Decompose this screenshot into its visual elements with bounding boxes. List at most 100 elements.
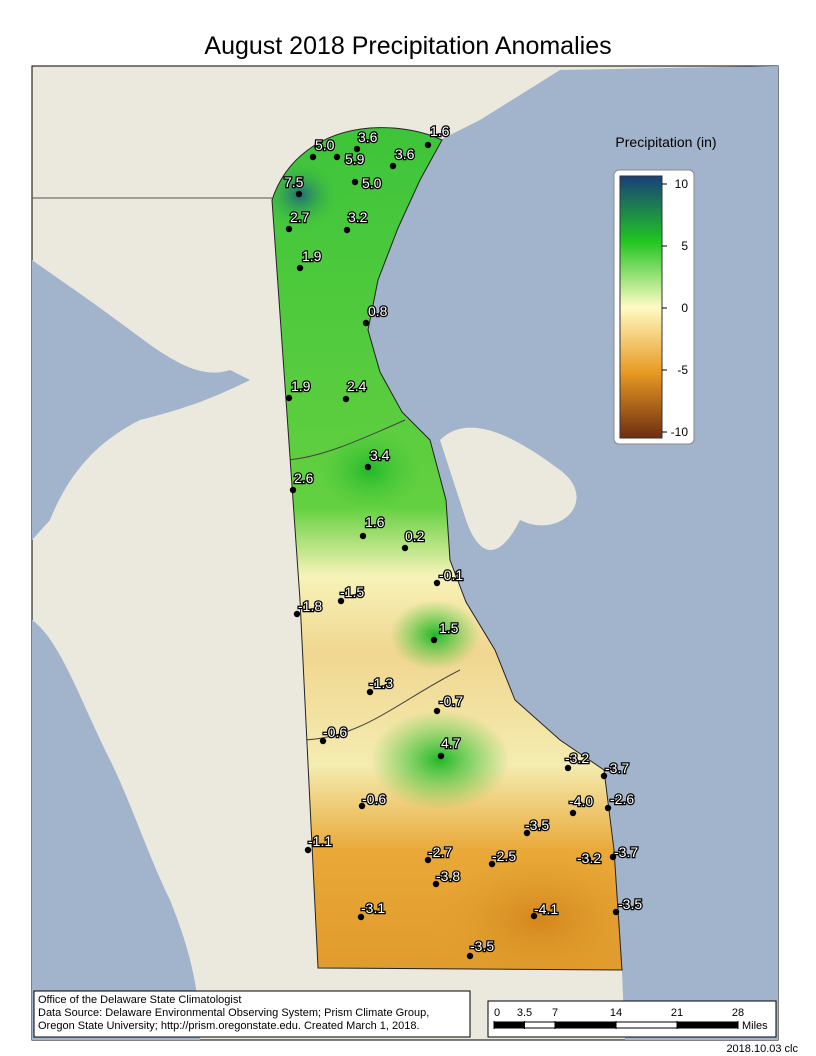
station-label: 3.2 <box>348 209 368 225</box>
scale-segment <box>676 1021 739 1029</box>
station-dot <box>430 636 438 644</box>
station-label: 0.2 <box>405 528 425 544</box>
credit-line: Office of the Delaware State Climatologi… <box>38 994 241 1006</box>
station-dot <box>604 804 612 812</box>
station-dot <box>564 764 572 772</box>
station-dot <box>304 846 312 854</box>
station-label: -0.7 <box>439 693 463 709</box>
station-label: 5.9 <box>345 151 365 167</box>
station-label: 5.0 <box>362 175 382 191</box>
station-label: 1.9 <box>291 378 311 394</box>
station-label: -3.5 <box>470 938 494 954</box>
station-dot <box>364 463 372 471</box>
credit-line: Oregon State University; http://prism.or… <box>38 1020 420 1032</box>
station-dot <box>424 141 432 149</box>
station-dot <box>433 579 441 587</box>
station-dot <box>433 707 441 715</box>
station-label: 1.5 <box>439 620 459 636</box>
station-dot <box>466 952 474 960</box>
station-label: -0.1 <box>439 567 463 583</box>
station-dot <box>389 162 397 170</box>
station-dot <box>488 860 496 868</box>
station-label: 1.9 <box>302 248 322 264</box>
scale-tick-label: 21 <box>671 1007 683 1019</box>
legend: Precipitation (in) 10 5 0 -5 -10 <box>613 134 717 445</box>
station-label: -2.6 <box>610 791 634 807</box>
station-dot <box>359 532 367 540</box>
credit-line: Data Source: Delaware Environmental Obse… <box>38 1007 429 1019</box>
station-label: 3.4 <box>370 447 390 463</box>
station-label: -1.3 <box>369 675 393 691</box>
station-dot <box>289 486 297 494</box>
station-dot <box>432 880 440 888</box>
scale-segment <box>554 1021 617 1029</box>
scale-tick-label: 28 <box>732 1007 744 1019</box>
stamp: 2018.10.03 clc <box>726 1043 798 1055</box>
station-dot <box>333 153 341 161</box>
station-label: -3.1 <box>361 900 385 916</box>
map-title: August 2018 Precipitation Anomalies <box>204 32 611 60</box>
station-dot <box>285 225 293 233</box>
scale-segment <box>615 1021 678 1029</box>
state-outline <box>271 127 623 971</box>
legend-tick-label: 10 <box>675 177 689 191</box>
station-dot <box>600 772 608 780</box>
station-label: 1.6 <box>365 514 385 530</box>
station-label: 2.6 <box>294 470 314 486</box>
station-dot <box>319 737 327 745</box>
station-label: -0.6 <box>323 724 347 740</box>
station-dot <box>401 544 409 552</box>
station-label: 4.7 <box>441 735 461 751</box>
scale-tick-label: 7 <box>552 1007 558 1019</box>
station-label: 1.6 <box>430 123 450 139</box>
station-dot <box>530 912 538 920</box>
station-dot <box>358 802 366 810</box>
station-dot <box>351 178 359 186</box>
station-dot <box>293 610 301 618</box>
station-dot <box>424 856 432 864</box>
station-label: -3.5 <box>618 896 642 912</box>
stations: 1.6 5.0 3.6 5.9 3.6 7.5 5.0 2.7 3.2 1.9 0.8 1.9 2.4 3… <box>283 122 644 960</box>
legend-tick-label: -5 <box>677 363 688 377</box>
station-label: -1.1 <box>308 833 332 849</box>
station-label: -1.8 <box>298 598 322 614</box>
station-dot <box>609 853 617 861</box>
scale-unit: Miles <box>742 1020 768 1032</box>
station-dot <box>353 145 361 153</box>
station-dot <box>362 319 370 327</box>
station-label: -3.5 <box>525 817 549 833</box>
station-label: -2.7 <box>428 844 452 860</box>
station-label: -3.2 <box>577 850 601 866</box>
station-dot <box>357 913 365 921</box>
station-label: 2.4 <box>347 378 367 394</box>
station-label: -3.7 <box>614 844 638 860</box>
station-label: 3.6 <box>395 146 415 162</box>
scale-segment <box>524 1021 556 1029</box>
scale-tick-label: 0 <box>494 1007 500 1019</box>
station-label: 0.8 <box>368 303 388 319</box>
station-label: -1.5 <box>340 584 364 600</box>
station-label: -3.8 <box>436 868 460 884</box>
legend-title: Precipitation (in) <box>615 134 716 150</box>
station-label: -4.1 <box>534 901 558 917</box>
legend-tick-label: 5 <box>681 239 688 253</box>
station-dot <box>343 226 351 234</box>
station-label: 3.6 <box>358 129 378 145</box>
station-dot <box>569 809 577 817</box>
station-dot <box>584 855 592 863</box>
station-dot <box>523 829 531 837</box>
station-dot <box>342 395 350 403</box>
station-label: -3.2 <box>565 750 589 766</box>
station-dot <box>337 597 345 605</box>
scale-segment <box>493 1021 525 1029</box>
station-label: 5.0 <box>315 137 335 153</box>
station-dot <box>285 394 293 402</box>
legend-tick-label: 0 <box>681 301 688 315</box>
station-label: -3.7 <box>605 760 629 776</box>
station-dot <box>296 264 304 272</box>
station-label: -2.5 <box>492 848 516 864</box>
station-dot <box>366 688 374 696</box>
station-label: 2.7 <box>290 209 310 225</box>
station-label: -0.6 <box>362 791 386 807</box>
